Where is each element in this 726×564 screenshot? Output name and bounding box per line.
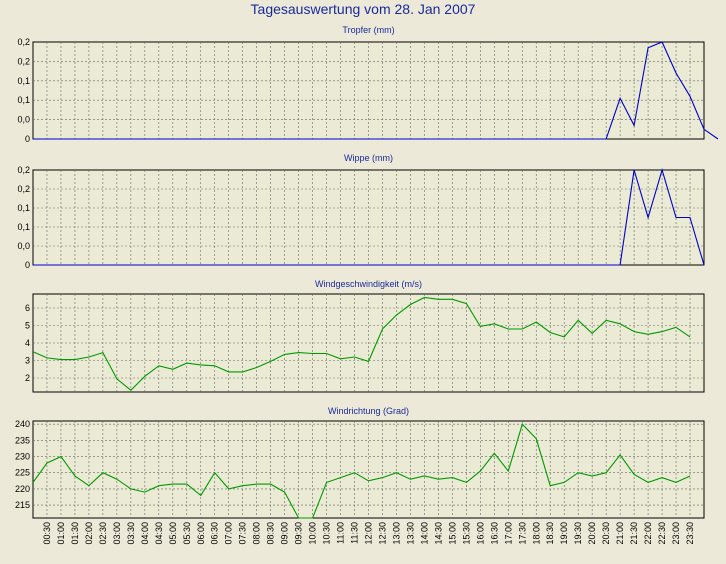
y-tick-label: 220 (15, 484, 30, 494)
x-tick-label: 04:00 (140, 522, 150, 545)
y-tick-label: 6 (25, 303, 30, 313)
x-tick-label: 16:00 (475, 522, 485, 545)
x-tick-label: 09:00 (280, 522, 290, 545)
x-tick-label: 12:30 (377, 522, 387, 545)
x-tick-label: 01:00 (56, 522, 66, 545)
x-tick-label: 10:30 (322, 522, 332, 545)
x-tick-label: 20:30 (601, 522, 611, 545)
y-tick-label: 0,2 (17, 37, 30, 47)
series-line (32, 296, 691, 392)
y-tick-label: 0,1 (17, 222, 30, 232)
x-tick-label: 06:30 (210, 522, 220, 545)
x-tick-label: 17:00 (503, 522, 513, 545)
x-tick-label: 13:30 (405, 522, 415, 545)
y-tick-label: 3 (25, 356, 30, 366)
y-tick-label: 0,1 (17, 95, 30, 105)
x-tick-label: 08:00 (252, 522, 262, 545)
y-tick-label: 0,0 (17, 241, 30, 251)
x-tick-label: 03:00 (112, 522, 122, 545)
x-tick-label: 14:00 (419, 522, 429, 545)
x-tick-label: 05:30 (182, 522, 192, 545)
y-tick-label: 0,2 (17, 56, 30, 66)
x-tick-label: 01:30 (70, 522, 80, 545)
y-tick-label: 0,1 (17, 203, 30, 213)
y-tick-label: 235 (15, 435, 30, 445)
y-tick-label: 0,2 (17, 184, 30, 194)
x-tick-label: 21:00 (615, 522, 625, 545)
x-tick-label: 02:00 (84, 522, 94, 545)
y-tick-label: 0,0 (17, 115, 30, 125)
x-tick-label: 11:00 (336, 522, 346, 544)
series-line (33, 168, 705, 266)
x-tick-label: 18:00 (531, 522, 541, 545)
x-tick-label: 22:00 (643, 522, 653, 545)
x-tick-label: 13:00 (391, 522, 401, 545)
y-tick-label: 230 (15, 452, 30, 462)
chart-panel: Windgeschwindigkeit (m/s) 2 3 4 5 6 (25, 279, 705, 393)
y-tick-label: 0,2 (17, 165, 30, 175)
x-tick-label: 03:30 (126, 522, 136, 545)
x-tick-label: 16:30 (489, 522, 499, 545)
chart-title: Wippe (mm) (344, 153, 393, 163)
page-title: Tagesauswertung vom 28. Jan 2007 (250, 1, 476, 17)
chart-title: Tropfer (mm) (342, 25, 394, 35)
y-tick-label: 0 (25, 260, 30, 270)
chart-panel: Wippe (mm) 0 0,0 0,1 0,1 0,2 0,2 (17, 153, 705, 270)
x-tick-label: 08:30 (266, 522, 276, 545)
x-tick-label: 12:00 (364, 522, 374, 545)
chart-panel: Tropfer (mm) 0 0,0 0,1 0,1 0,2 0,2 (17, 25, 719, 144)
chart-title: Windrichtung (Grad) (328, 406, 409, 416)
x-tick-label: 07:00 (224, 522, 234, 545)
x-tick-label: 07:30 (238, 522, 248, 545)
plot-area (32, 169, 705, 266)
x-tick-label: 10:00 (308, 522, 318, 545)
x-tick-label: 21:30 (629, 522, 639, 545)
x-tick-label: 19:30 (573, 522, 583, 545)
x-tick-label: 23:00 (671, 522, 681, 545)
y-tick-label: 215 (15, 500, 30, 510)
y-tick-label: 2 (25, 373, 30, 383)
x-tick-label: 18:30 (545, 522, 555, 545)
series-line (32, 423, 691, 519)
y-tick-label: 240 (15, 419, 30, 429)
y-tick-label: 0 (25, 134, 30, 144)
x-tick-label: 14:30 (433, 522, 443, 545)
x-tick-label: 05:00 (168, 522, 178, 545)
chart-title: Windgeschwindigkeit (m/s) (315, 279, 422, 289)
x-tick-label: 09:30 (294, 522, 304, 545)
x-tick-label: 06:00 (196, 522, 206, 545)
y-tick-label: 4 (25, 338, 30, 348)
y-tick-label: 5 (25, 321, 30, 331)
x-tick-label: 15:00 (447, 522, 457, 545)
x-tick-label: 23:30 (685, 522, 695, 545)
x-tick-label: 11:30 (350, 522, 360, 544)
x-tick-label: 22:30 (657, 522, 667, 545)
x-tick-label: 04:30 (154, 522, 164, 545)
x-tick-label: 15:30 (461, 522, 471, 545)
series-line (33, 41, 719, 140)
x-tick-label: 20:00 (587, 522, 597, 545)
x-tick-label: 17:30 (517, 522, 527, 545)
y-tick-label: 0,1 (17, 76, 30, 86)
y-tick-label: 225 (15, 468, 30, 478)
chart-panel: Windrichtung (Grad) 215 220 225 230 235 240 (15, 406, 705, 519)
x-tick-label: 00:30 (42, 522, 52, 545)
x-tick-label: 02:30 (98, 522, 108, 545)
x-tick-label: 19:00 (559, 522, 569, 545)
